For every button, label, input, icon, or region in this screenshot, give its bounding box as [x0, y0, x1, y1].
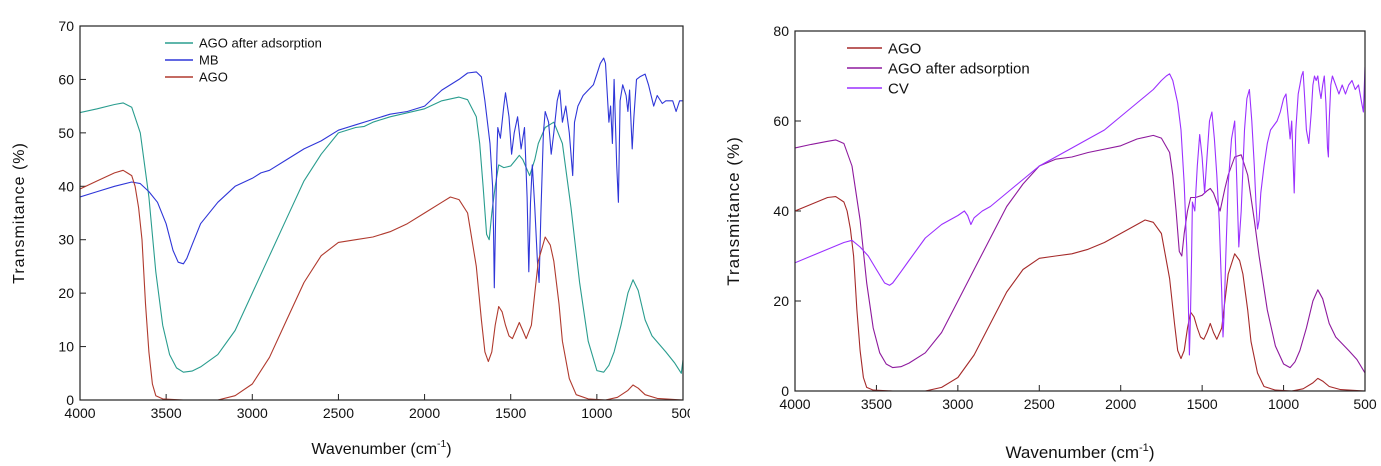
- series-line-ago: [80, 169, 683, 400]
- chart-left-legend: AGO after adsorption MB AGO: [165, 36, 322, 85]
- x-tick-label: 4000: [64, 405, 95, 421]
- chart-right-xticks: 4000 3500 3000 2500 2000 1500 1000 500: [779, 385, 1377, 412]
- y-tick-label: 0: [781, 383, 789, 399]
- chart-left-xlabel: Wavenumber (cm-1): [311, 439, 451, 458]
- plot-frame: [794, 30, 1366, 392]
- x-tick-label: 4000: [779, 396, 810, 412]
- chart-right-xlabel: Wavenumber (cm-1): [1005, 442, 1154, 462]
- x-tick-label: 3500: [861, 396, 892, 412]
- y-tick-label: 30: [58, 232, 74, 248]
- x-tick-label: 3000: [942, 396, 973, 412]
- legend-label-cv: CV: [888, 80, 909, 97]
- x-tick-label: 2500: [323, 405, 354, 421]
- y-tick-label: 20: [58, 285, 74, 301]
- x-tick-label: 2500: [1024, 396, 1055, 412]
- chart-left-yticks: 0 10 20 30 40 50 60 70: [58, 18, 86, 408]
- series-line-mb: [80, 57, 683, 289]
- y-tick-label: 10: [58, 339, 74, 355]
- y-tick-label: 40: [773, 203, 789, 219]
- chart-right-series: [795, 66, 1365, 391]
- x-tick-label: 2000: [1105, 396, 1136, 412]
- x-axis-label: Wavenumber (cm-1): [311, 439, 451, 458]
- x-axis-label: Wavenumber (cm-1): [1005, 442, 1154, 462]
- chart-left-xticks: 4000 3500 3000 2500 2000 1500 1000 500: [64, 394, 690, 421]
- x-tick-label: 3500: [151, 405, 182, 421]
- y-tick-label: 0: [66, 392, 74, 408]
- legend-label-ago: AGO: [199, 70, 228, 85]
- chart-left-series: [80, 57, 683, 400]
- y-tick-label: 50: [58, 125, 74, 141]
- y-tick-label: 60: [773, 113, 789, 129]
- chart-left: Transmitance (%) 0 10 20 30 40 50 60 70 4000 350…: [11, 18, 690, 458]
- y-tick-label: 60: [58, 71, 74, 87]
- series-line-ago-after-adsorption: [795, 134, 1365, 374]
- x-tick-label: 1500: [1187, 396, 1218, 412]
- plot-frame: [79, 25, 684, 401]
- series-line-ago: [795, 196, 1365, 391]
- y-tick-label: 80: [773, 23, 789, 39]
- chart-left-ylabel: Transmitance (%): [11, 142, 28, 284]
- x-tick-label: 2000: [409, 405, 440, 421]
- legend-label-ago-after-adsorption: AGO after adsorption: [888, 60, 1030, 77]
- x-tick-label: 500: [671, 405, 690, 421]
- y-tick-label: 70: [58, 18, 74, 34]
- x-tick-label: 1000: [1268, 396, 1299, 412]
- legend-label-ago-after-adsorption: AGO after adsorption: [199, 36, 322, 51]
- chart-right-legend: AGO AGO after adsorption CV: [847, 40, 1030, 97]
- series-line-ago-after-adsorption: [80, 96, 683, 374]
- y-tick-label: 40: [58, 178, 74, 194]
- chart-right-ylabel: Transmitance (%): [724, 136, 743, 286]
- x-tick-label: 3000: [237, 405, 268, 421]
- chart-right: Transmitance (%) 0 20 40 60 80 4000 3500 3000 2…: [724, 23, 1377, 462]
- y-axis-label: Transmitance (%): [11, 142, 28, 284]
- x-tick-label: 500: [1353, 396, 1377, 412]
- x-tick-label: 1000: [581, 405, 612, 421]
- chart-right-yticks: 0 20 40 60 80: [773, 23, 801, 399]
- y-tick-label: 20: [773, 293, 789, 309]
- series-line-cv: [795, 66, 1365, 356]
- legend-label-ago: AGO: [888, 40, 921, 57]
- chart-right-frame: [794, 30, 1366, 392]
- chart-left-frame: [79, 25, 684, 401]
- x-tick-label: 1500: [495, 405, 526, 421]
- y-axis-label: Transmitance (%): [724, 136, 743, 286]
- legend-label-mb: MB: [199, 53, 219, 68]
